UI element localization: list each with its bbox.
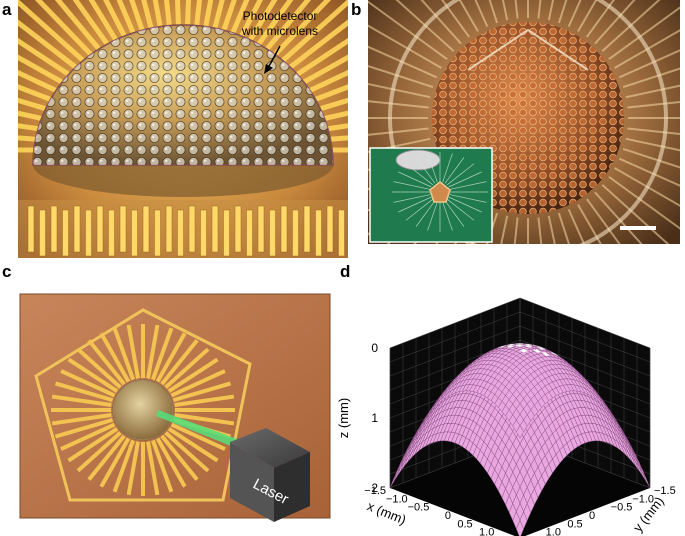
highlight-cell xyxy=(541,352,551,356)
x-tick-label: −1.0 xyxy=(386,493,408,505)
highlight-cell xyxy=(537,346,546,351)
y-tick-label: 1.0 xyxy=(546,527,561,536)
panel-letter-d: d xyxy=(340,262,351,281)
x-tick-label: −1.5 xyxy=(364,485,386,497)
annotation-line-2: with microlens xyxy=(241,24,318,38)
z-tick-label: 2 xyxy=(371,481,378,495)
z-tick-label: 0 xyxy=(371,341,378,355)
laser-beam xyxy=(156,410,240,448)
y-tick-label: 0 xyxy=(589,510,595,522)
laser-illumination-render: Laser xyxy=(19,293,331,522)
panel-a-render: Photodetector with microlens xyxy=(18,0,348,258)
hemispherical-array-render: Photodetector with microlens xyxy=(18,0,348,258)
panel-letter-c: c xyxy=(2,262,12,281)
surface-cell xyxy=(642,472,651,489)
surface-plot: 012 −1.5−1.0−0.500.51.01.5 −1.5−1.0−0.50… xyxy=(336,297,676,536)
annotation-arrow xyxy=(267,45,281,69)
panel-d-surface-plot: 012 −1.5−1.0−0.500.51.01.5 −1.5−1.0−0.50… xyxy=(330,270,685,536)
highlight-region xyxy=(498,343,559,357)
highlight-cell xyxy=(524,345,533,348)
highlight-cell xyxy=(532,344,541,348)
panel-c-render: Laser xyxy=(18,292,358,530)
y-tick-label: −1.0 xyxy=(632,493,654,505)
highlight-cell xyxy=(506,345,515,348)
z-tick-label: 1 xyxy=(371,411,378,425)
z-axis-label: z (mm) xyxy=(336,398,351,438)
x-tick-label: 0.5 xyxy=(457,518,472,530)
highlight-cell xyxy=(550,351,559,357)
panel-letter-b: b xyxy=(351,0,362,19)
surface-mesh xyxy=(389,343,651,536)
x-tick-label: −0.5 xyxy=(408,502,430,514)
highlight-cell xyxy=(524,343,533,346)
highlight-cell xyxy=(506,343,515,346)
highlight-cell xyxy=(514,344,525,347)
laser-top xyxy=(230,428,310,468)
highlight-cell xyxy=(532,349,542,353)
x-tick-label: 0 xyxy=(445,510,451,522)
y-tick-label: −0.5 xyxy=(611,502,633,514)
annotation-line-1: Photodetector xyxy=(243,9,318,23)
y-tick-label: −1.5 xyxy=(654,485,676,497)
highlight-cell xyxy=(498,345,507,349)
panel-b-photo xyxy=(368,0,680,244)
device-photo xyxy=(368,0,680,244)
panel-letter-a: a xyxy=(2,0,12,19)
y-tick-label: 0.5 xyxy=(567,518,582,530)
scale-bar xyxy=(620,226,656,230)
x-tick-label: 1.0 xyxy=(479,527,494,536)
highlight-cell xyxy=(519,348,529,353)
